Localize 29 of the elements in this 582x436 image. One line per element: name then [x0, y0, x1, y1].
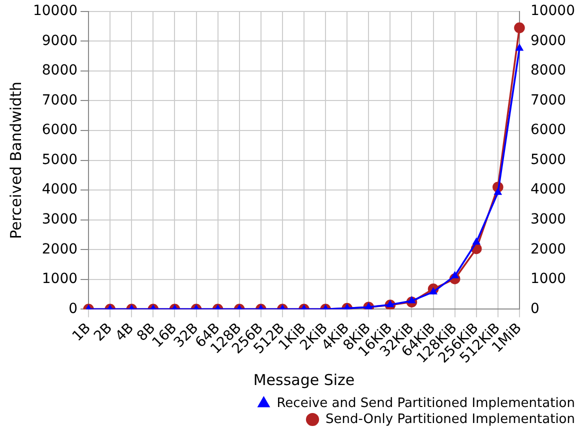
y2-tick-label: 4000	[530, 182, 566, 198]
x-tick-label: 2B	[91, 320, 116, 345]
y2-tick-label: 5000	[530, 152, 566, 168]
y2-tick-label: 7000	[530, 92, 566, 108]
y-tick-label: 8000	[42, 62, 78, 79]
y2-tick-label: 2000	[530, 241, 566, 258]
x-tick-label: 4B	[112, 320, 138, 345]
y-tick-label: 10000	[32, 3, 78, 20]
legend-label: Receive and Send Partitioned Implementation	[276, 396, 576, 411]
legend-label: Send-Only Partitioned Implementation	[326, 412, 576, 427]
y-tick-label: 6000	[42, 122, 78, 138]
y2-tick-label: 1000	[530, 271, 566, 288]
y-tick-label: 3000	[42, 211, 78, 228]
y2-tick-label: 8000	[530, 62, 566, 79]
y2-tick-label: 9000	[530, 32, 566, 49]
y-tick-label: 2000	[42, 241, 78, 258]
y2-tick-label: 6000	[530, 122, 566, 138]
x-axis-title: Message Size	[253, 370, 355, 389]
y2-tick-label: 3000	[530, 211, 566, 228]
y-tick-label: 1000	[42, 271, 78, 288]
y2-tick-label: 10000	[530, 3, 576, 20]
y2-tick-label: 0	[530, 300, 540, 317]
y-axis-title: Perceived Bandwidth	[6, 82, 25, 240]
y-tick-label: 7000	[42, 92, 78, 108]
x-tick-label: 1B	[70, 320, 94, 345]
y-tick-label: 0	[68, 300, 78, 317]
y-tick-label: 4000	[42, 182, 78, 198]
y-tick-label: 5000	[42, 152, 78, 168]
y-tick-label: 9000	[42, 32, 78, 49]
